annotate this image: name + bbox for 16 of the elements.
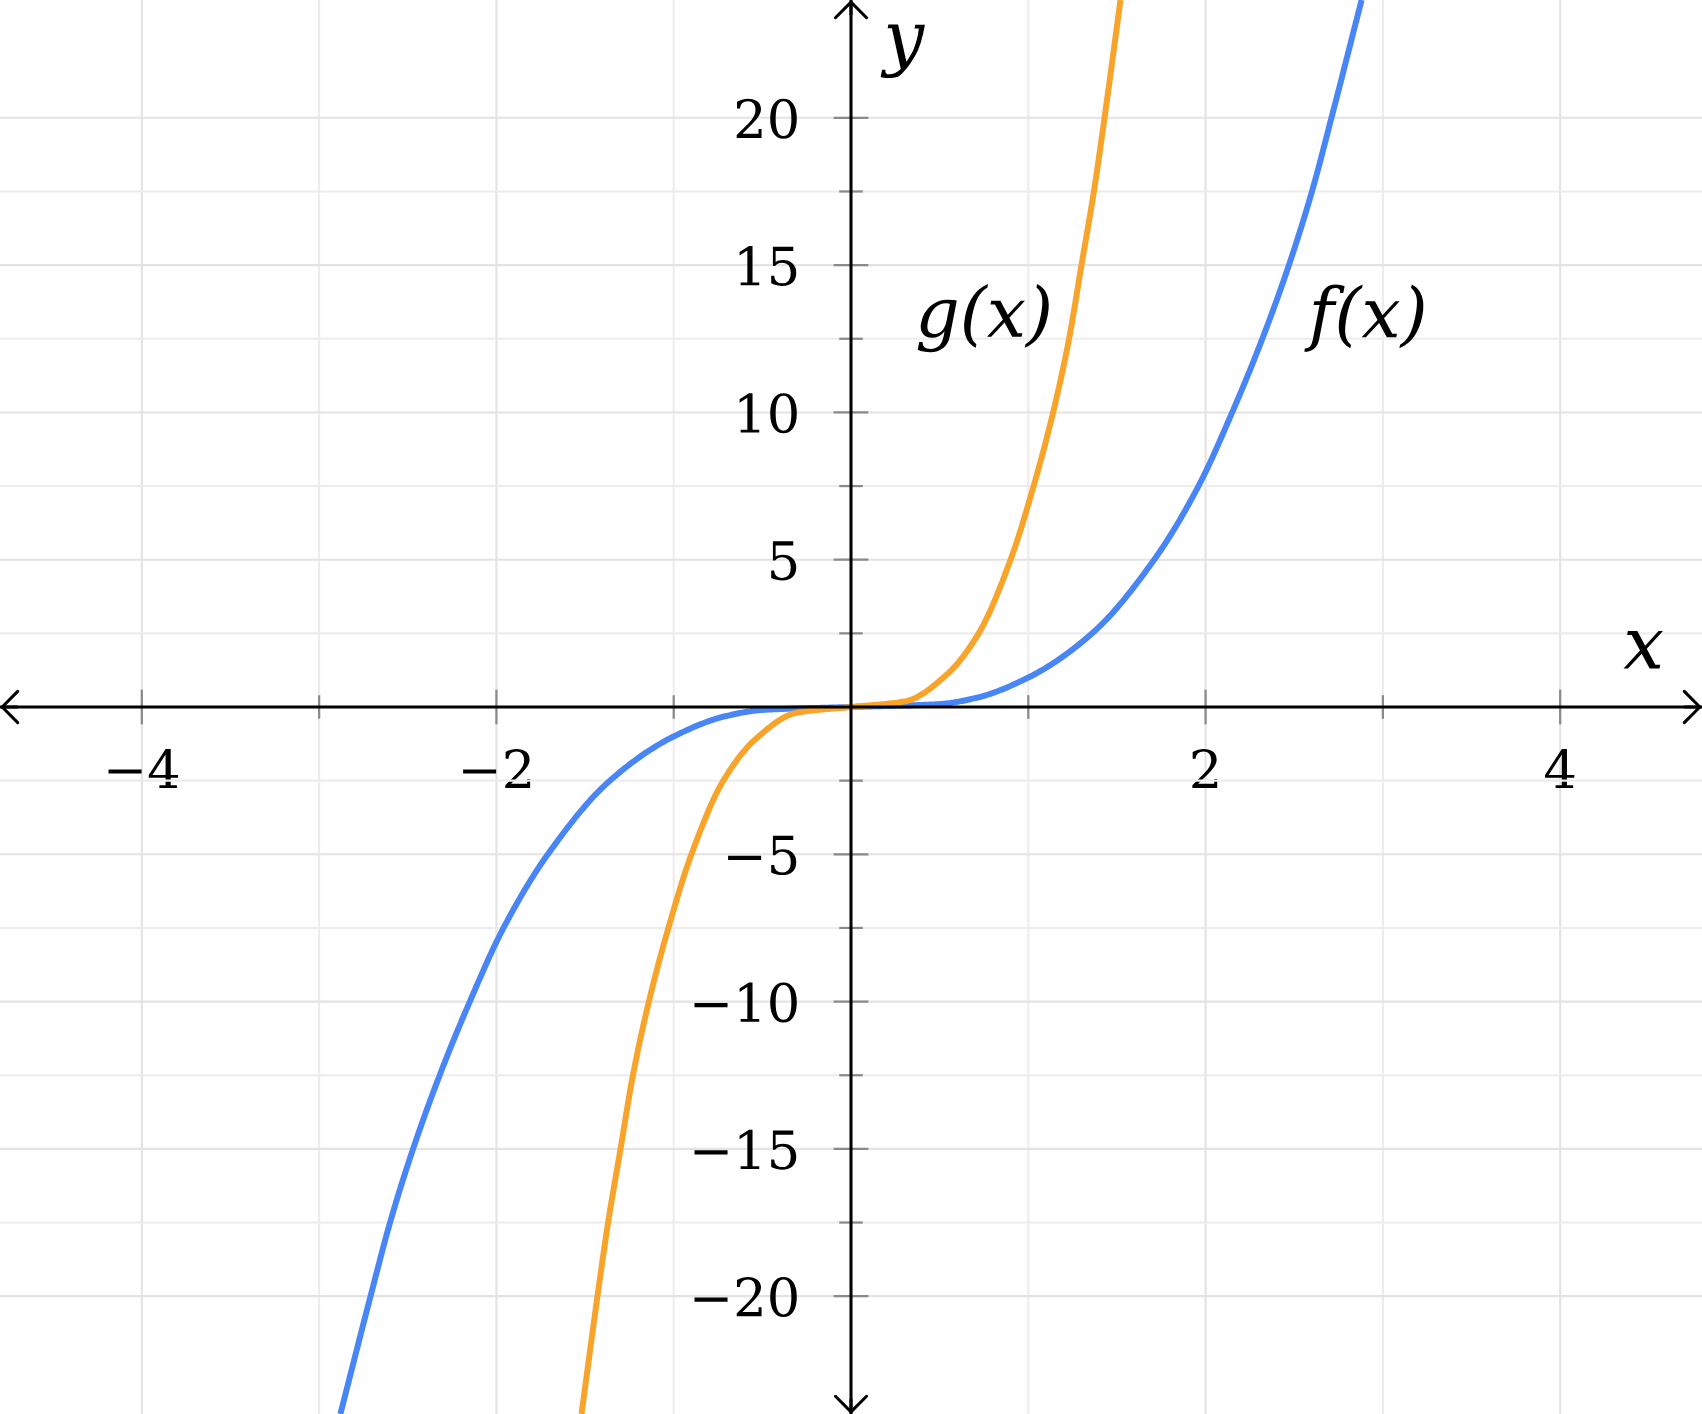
x-tick-label: −4 <box>108 748 179 789</box>
y-tick-label: 10 <box>739 393 797 434</box>
y-tick-label: 20 <box>736 98 797 139</box>
y-tick-label: 15 <box>739 246 797 286</box>
y-tick-label: −15 <box>694 1129 797 1170</box>
x-tick-label: 4 <box>1545 748 1575 789</box>
x-tick-label: −2 <box>463 748 531 789</box>
x-axis-title: x <box>1623 631 1663 669</box>
y-tick-label: −10 <box>694 982 797 1023</box>
x-tick-label: 2 <box>1192 748 1218 789</box>
y-tick-label: 5 <box>771 541 797 581</box>
y-tick-label: −20 <box>694 1277 797 1317</box>
series-label: f(x) <box>1304 284 1424 352</box>
y-tick-label: −5 <box>728 835 797 876</box>
series-label: g(x) <box>917 284 1049 353</box>
y-axis-title: y <box>880 24 925 78</box>
